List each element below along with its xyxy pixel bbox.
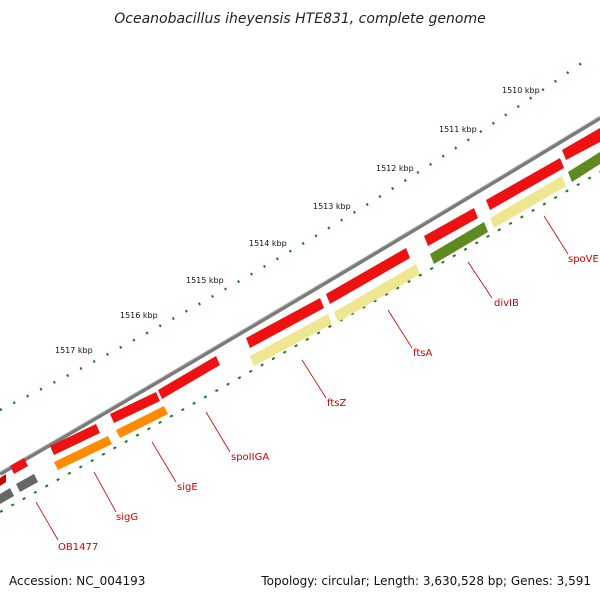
gene-block[interactable] xyxy=(158,356,220,399)
accession-label: Accession: NC_004193 xyxy=(9,574,145,588)
reverse-genes xyxy=(0,152,600,504)
tick-label-1510: 1510 kbp xyxy=(502,86,540,95)
gene-block[interactable] xyxy=(568,152,600,182)
gene-block[interactable] xyxy=(116,406,168,438)
tick-label-1513: 1513 kbp xyxy=(313,202,351,211)
gene-block[interactable] xyxy=(246,298,324,348)
topology-label: Topology: circular; Length: 3,630,528 bp… xyxy=(260,574,591,588)
gene-label-sigE[interactable]: sigE xyxy=(177,482,198,493)
scale-dots xyxy=(0,58,587,412)
gene-block[interactable] xyxy=(16,474,38,492)
gene-block[interactable] xyxy=(10,458,28,474)
gene-label-spoVE[interactable]: spoVE xyxy=(568,254,599,265)
gene-block[interactable] xyxy=(54,436,112,470)
inner-scale-dashes xyxy=(0,171,600,513)
gene-block[interactable] xyxy=(50,424,100,455)
tick-label-1512: 1512 kbp xyxy=(376,164,414,173)
gene-label-OB1477[interactable]: OB1477 xyxy=(58,542,98,553)
gene-block[interactable] xyxy=(490,176,566,228)
gene-label-divIB[interactable]: divIB xyxy=(494,298,519,309)
gene-block[interactable] xyxy=(0,474,6,486)
gene-label-sigG[interactable]: sigG xyxy=(116,512,138,523)
tick-label-1516: 1516 kbp xyxy=(120,311,158,320)
genome-backbone-highlight xyxy=(0,115,600,473)
gene-block[interactable] xyxy=(430,222,488,264)
gene-block[interactable] xyxy=(424,208,478,246)
gene-block[interactable] xyxy=(486,158,564,210)
gene-block[interactable] xyxy=(110,392,160,423)
gene-label-spoIIGA[interactable]: spoIIGA xyxy=(231,452,269,463)
gene-block[interactable] xyxy=(250,314,332,366)
tick-label-1511: 1511 kbp xyxy=(439,125,477,134)
tick-label-1514: 1514 kbp xyxy=(249,239,287,248)
gene-block[interactable] xyxy=(326,248,410,304)
leader-lines xyxy=(35,215,569,541)
map-title: Oceanobacillus iheyensis HTE831, complet… xyxy=(114,11,485,27)
gene-block[interactable] xyxy=(0,488,14,504)
tick-label-1515: 1515 kbp xyxy=(186,276,224,285)
gene-label-ftsA[interactable]: ftsA xyxy=(413,348,432,359)
gene-label-ftsZ[interactable]: ftsZ xyxy=(327,398,346,409)
genome-backbone xyxy=(0,116,600,476)
gene-block[interactable] xyxy=(562,128,600,160)
gene-block[interactable] xyxy=(334,264,420,322)
forward-genes xyxy=(0,128,600,486)
tick-label-1517: 1517 kbp xyxy=(55,346,93,355)
